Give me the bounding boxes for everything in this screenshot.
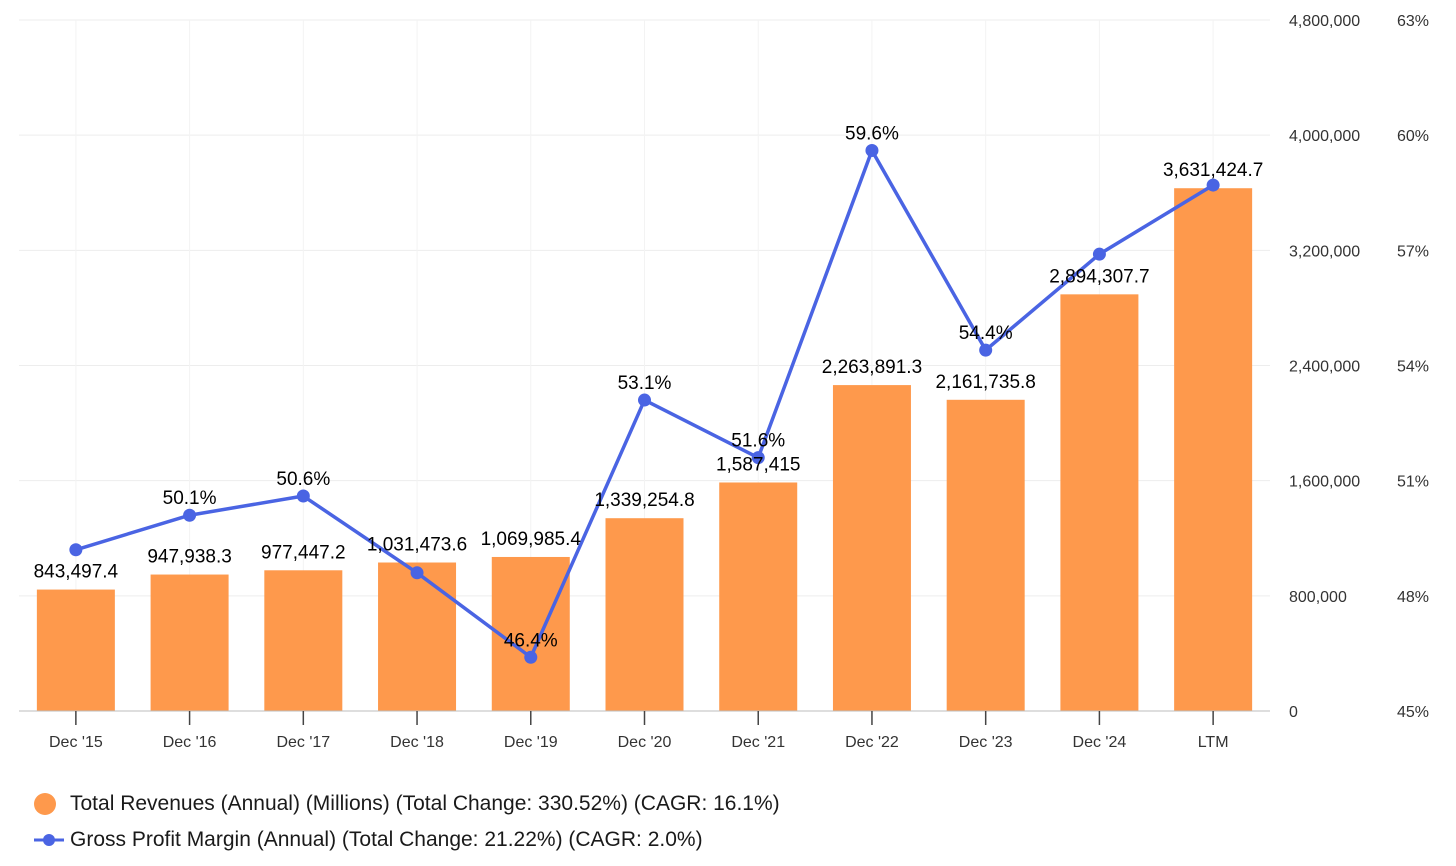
x-tick-label: LTM bbox=[1198, 734, 1229, 751]
x-tick-label: Dec '15 bbox=[49, 734, 103, 751]
margin-data-label: 53.1% bbox=[618, 373, 672, 394]
margin-point bbox=[183, 508, 197, 522]
margin-data-label: 46.4% bbox=[504, 630, 558, 651]
y-primary-tick-label: 2,400,000 bbox=[1289, 359, 1360, 376]
y-secondary-tick-label: 63% bbox=[1397, 13, 1429, 30]
revenue-bar bbox=[719, 482, 798, 711]
legend: Total Revenues (Annual) (Millions) (Tota… bbox=[34, 786, 780, 858]
x-tick-label: Dec '23 bbox=[959, 734, 1013, 751]
y-secondary-tick-label: 57% bbox=[1397, 243, 1429, 260]
y-primary-tick-label: 4,800,000 bbox=[1289, 13, 1360, 30]
y-primary-tick-label: 800,000 bbox=[1289, 589, 1347, 606]
y-primary-tick-label: 0 bbox=[1289, 704, 1298, 721]
y-secondary-tick-label: 48% bbox=[1397, 589, 1429, 606]
data-labels: 843,497.4 947,938.3 977,447.2 1,031,473.6 1,… bbox=[34, 124, 1264, 652]
margin-legend-swatch bbox=[34, 834, 64, 846]
margin-point bbox=[1206, 178, 1220, 192]
margin-data-label: 51.6% bbox=[731, 431, 785, 452]
revenue-data-label: 2,161,735.8 bbox=[935, 372, 1035, 393]
revenue-bar bbox=[36, 589, 115, 711]
x-tick-label: Dec '19 bbox=[504, 734, 558, 751]
y-axes: 0 800,000 1,600,000 2,400,000 3,200,000 4,000… bbox=[1289, 13, 1429, 721]
margin-point bbox=[524, 650, 538, 664]
margin-point bbox=[410, 566, 424, 580]
margin-point bbox=[638, 393, 651, 407]
x-tick-label: Dec '20 bbox=[618, 734, 672, 751]
revenue-data-label: 947,938.3 bbox=[147, 547, 232, 568]
margin-legend-label: Gross Profit Margin (Annual) (Total Chan… bbox=[70, 828, 703, 851]
y-primary-tick-label: 4,000,000 bbox=[1289, 128, 1360, 145]
y-secondary-tick-label: 45% bbox=[1397, 704, 1429, 721]
x-tick-label: Dec '21 bbox=[731, 734, 785, 751]
y-secondary-tick-label: 54% bbox=[1397, 359, 1429, 376]
revenue-bar bbox=[150, 574, 229, 711]
revenue-data-label: 1,069,985.4 bbox=[481, 529, 582, 550]
x-tick-label: Dec '22 bbox=[845, 734, 899, 751]
margin-point bbox=[865, 144, 879, 158]
y-secondary-tick-label: 51% bbox=[1397, 474, 1429, 491]
margin-point bbox=[979, 343, 993, 357]
revenue-bar bbox=[832, 385, 911, 711]
revenue-data-label: 1,587,415 bbox=[716, 454, 801, 475]
x-tick-label: Dec '18 bbox=[390, 734, 444, 751]
margin-data-label: 59.6% bbox=[845, 124, 899, 145]
revenue-data-label: 2,894,307.7 bbox=[1049, 266, 1149, 287]
margin-data-label: 54.4% bbox=[959, 323, 1013, 344]
y-primary-tick-label: 3,200,000 bbox=[1289, 243, 1360, 260]
x-tick-label: Dec '17 bbox=[276, 734, 330, 751]
y-secondary-tick-label: 60% bbox=[1397, 128, 1429, 145]
margin-point bbox=[751, 451, 765, 465]
legend-item-margin[interactable]: Gross Profit Margin (Annual) (Total Chan… bbox=[34, 822, 780, 858]
margin-point bbox=[1092, 247, 1106, 261]
revenue-bar bbox=[264, 570, 343, 711]
revenue-bar bbox=[491, 556, 570, 711]
revenue-bar bbox=[378, 562, 457, 711]
revenue-data-label: 2,263,891.3 bbox=[822, 357, 922, 378]
revenue-bar bbox=[1060, 294, 1139, 711]
revenue-data-label: 1,031,473.6 bbox=[367, 535, 467, 556]
margin-point bbox=[296, 489, 310, 503]
revenue-bars bbox=[36, 188, 1253, 712]
revenue-data-label: 1,339,254.8 bbox=[594, 490, 694, 511]
margin-data-label: 50.1% bbox=[163, 488, 217, 509]
revenue-data-label: 977,447.2 bbox=[261, 542, 346, 563]
x-tick-label: Dec '24 bbox=[1073, 734, 1127, 751]
margin-point bbox=[69, 543, 83, 557]
margin-line bbox=[69, 144, 1220, 664]
revenue-data-label: 3,631,424.7 bbox=[1163, 160, 1263, 181]
revenue-legend-swatch bbox=[34, 793, 56, 815]
x-axis: Dec '15 Dec '16 Dec '17 Dec '18 Dec '19 Dec '… bbox=[19, 710, 1270, 751]
x-tick-label: Dec '16 bbox=[163, 734, 217, 751]
revenue-margin-chart: Dec '15 Dec '16 Dec '17 Dec '18 Dec '19 Dec '… bbox=[19, 13, 1429, 751]
revenue-bar bbox=[605, 518, 684, 711]
revenue-bar bbox=[1174, 188, 1253, 712]
revenue-data-label: 843,497.4 bbox=[34, 562, 119, 583]
legend-item-revenue[interactable]: Total Revenues (Annual) (Millions) (Tota… bbox=[34, 786, 780, 822]
margin-data-label: 50.6% bbox=[276, 469, 330, 490]
revenue-legend-label: Total Revenues (Annual) (Millions) (Tota… bbox=[70, 792, 780, 815]
revenue-bar bbox=[946, 399, 1025, 711]
y-primary-tick-label: 1,600,000 bbox=[1289, 474, 1360, 491]
